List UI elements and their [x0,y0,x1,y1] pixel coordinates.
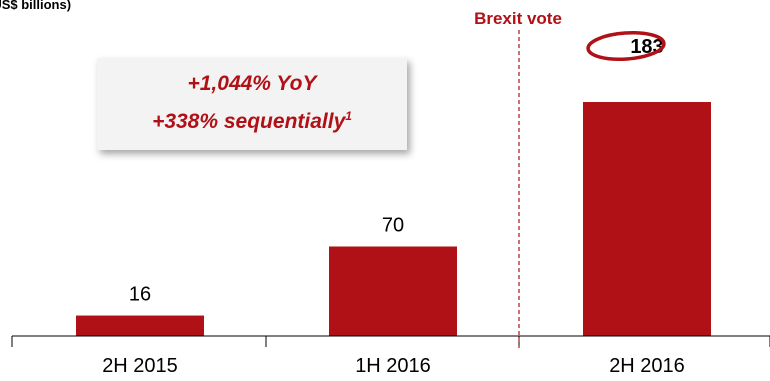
bars-layer [76,102,711,336]
data-label-1h-2016: 70 [382,214,404,236]
growth-callout-box: +1,044% YoY +338% sequentially1 [97,58,407,150]
bar-1h-2016 [329,246,457,336]
callout-yoy-text: +1,044% YoY [187,72,317,95]
x-tick-label: 2H 2016 [609,355,685,377]
callout-sequential-text: +338% sequentially [152,110,346,133]
x-tick-label: 2H 2015 [102,355,178,377]
x-tick-label: 1H 2016 [355,355,431,377]
bar-2h-2016 [583,102,711,336]
x-ticks-layer: 2H 2015 1H 2016 2H 2016 [11,336,770,377]
footnote-marker: 1 [345,109,352,123]
unit-label: (US$ billions) [0,0,72,12]
bar-2h-2015 [76,315,204,336]
highlight-circle [586,31,666,61]
brexit-vote-label: Brexit vote [474,9,562,28]
callout-sequential-line: +338% sequentially1 [97,109,407,134]
data-label-2h-2015: 16 [129,284,151,306]
